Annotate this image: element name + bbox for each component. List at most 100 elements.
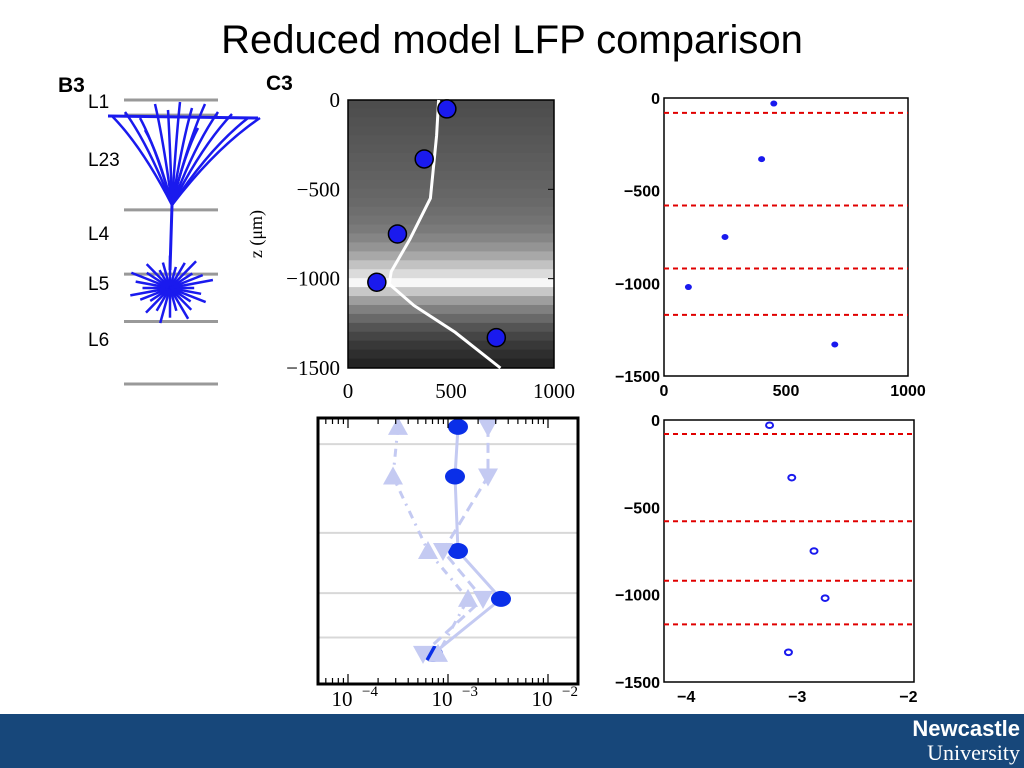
heatmap-x-tick: 0 [343,379,354,403]
layer-label: L4 [88,224,110,245]
heatmap-band [348,269,554,280]
heatmap-y-tick: 0 [330,88,341,112]
university-logo-subtitle: University [927,740,1020,765]
dendrite-branch [143,129,174,206]
depth-profile-curve [387,99,502,370]
scatter-x-tick: −4 [677,689,695,706]
panel-label-b3: B3 [58,74,85,97]
heatmap-band [348,153,554,164]
layer-label: L6 [88,330,109,351]
log-x-tick: 10 [432,687,453,711]
layer-label: L1 [88,92,109,113]
heatmap-band [348,126,554,137]
scatter-point [684,284,692,291]
log-profile-chart: 10 −4 10 −3 10 −2 [316,416,580,711]
heatmap-y-tick: −1000 [286,267,340,291]
profile-triangle-down-marker [478,468,498,487]
heatmap-point [367,272,387,292]
panel-label-c3: C3 [266,72,293,95]
heatmap-band [348,170,554,181]
profile-triangle-up-marker [418,541,438,559]
scatter-y-tick: −1000 [615,276,660,293]
profile-circle-marker [491,590,511,607]
scatter-x-tick: 500 [773,383,800,400]
profile-triangle-up-marker [458,588,478,607]
heatmap-band [348,162,554,172]
dendrite-branch [170,113,233,206]
profile-circle-marker [448,418,468,435]
scatter-top-right-boundaries [664,111,908,316]
profile-triangle-up-marker [388,416,408,435]
profile-triangle-up-marker [428,643,448,662]
scatter-point [831,341,839,348]
heatmap-point [387,224,408,244]
scatter-point [787,473,797,482]
neuron-morphology-panel: B3 C3 L1 L23 L4 L5 L6 [58,72,293,386]
scatter-point [770,100,778,107]
heatmap-band [348,188,554,199]
log-plot-series [383,416,511,664]
profile-triangle-up-marker [383,466,403,485]
scatter-y-tick: −500 [624,500,660,517]
scatter-y-tick: 0 [651,91,660,108]
basal-dendrite [159,287,172,324]
scatter-bottom-right-boundaries [664,432,914,626]
dendrite-branch [170,127,200,206]
heatmap-band [348,331,554,342]
heatmap-band [348,304,554,315]
heatmap-band [348,215,554,226]
heatmap-band [348,144,554,155]
basal-dendrite [169,286,207,304]
scatter-point [809,547,819,555]
dendrite-branch [171,116,261,206]
profile-circle-marker [448,543,468,559]
tuft-line [107,114,259,120]
scatter-y-tick: −500 [624,184,660,201]
dendrite-branch [153,103,174,206]
heatmap-band [348,296,554,306]
heatmap-frame [347,99,555,369]
heatmap-y-tick: −500 [297,177,340,201]
heatmap-band [348,197,554,208]
scatter-point [721,234,729,240]
scatter-x-tick: −2 [899,689,917,706]
scatter-top-right-ticks: 0 500 1000 0 −500 −1000 −1500 [615,91,926,400]
neuron-dendrites [107,101,261,324]
heatmap-x-tick: 1000 [533,379,575,403]
scatter-top-right-frame [663,97,909,377]
basal-dendrite [145,263,171,289]
lfp-heatmap-chart: 0 500 1000 0 −500 −1000 −1500 z (μm) [246,88,575,403]
scatter-x-tick: 0 [660,383,669,400]
log-plot-layer-lines [318,443,578,639]
footer-bar [0,714,1024,768]
scatter-x-tick: 1000 [890,383,926,400]
scatter-top-right-points [684,100,839,348]
scatter-point [765,421,775,430]
scatter-point [820,594,830,602]
scatter-y-tick: −1000 [615,588,660,605]
scatter-bottom-right-chart: −4 −3 −2 0 −500 −1000 −1500 [615,413,918,706]
university-logo-name: Newcastle [912,716,1020,741]
log-x-tick-exponent: −3 [462,684,478,700]
profile-triangle-down-marker [413,645,433,664]
basal-dendrite [145,287,171,314]
dendrite-branch [123,111,174,206]
scatter-y-tick: 0 [651,413,660,430]
log-plot-ticks: 10 −4 10 −3 10 −2 [325,418,578,711]
dendrite-branch [170,101,182,206]
basal-dendrite [169,278,214,290]
heatmap-band [348,349,554,360]
log-x-tick-exponent: −4 [362,684,378,700]
layer-label: L23 [88,150,120,171]
scatter-y-tick: −1500 [615,675,660,692]
scatter-point [783,648,793,657]
basal-dendrite [130,271,171,290]
slide-title: Reduced model LFP comparison [221,18,803,62]
scatter-bottom-right-ticks: −4 −3 −2 0 −500 −1000 −1500 [615,413,918,706]
dendrite-branch [111,115,174,206]
heatmap-band [348,340,554,351]
profile-triangle-down-marker [473,590,493,609]
basal-dendrite [168,287,190,320]
heatmap-point [486,327,507,348]
